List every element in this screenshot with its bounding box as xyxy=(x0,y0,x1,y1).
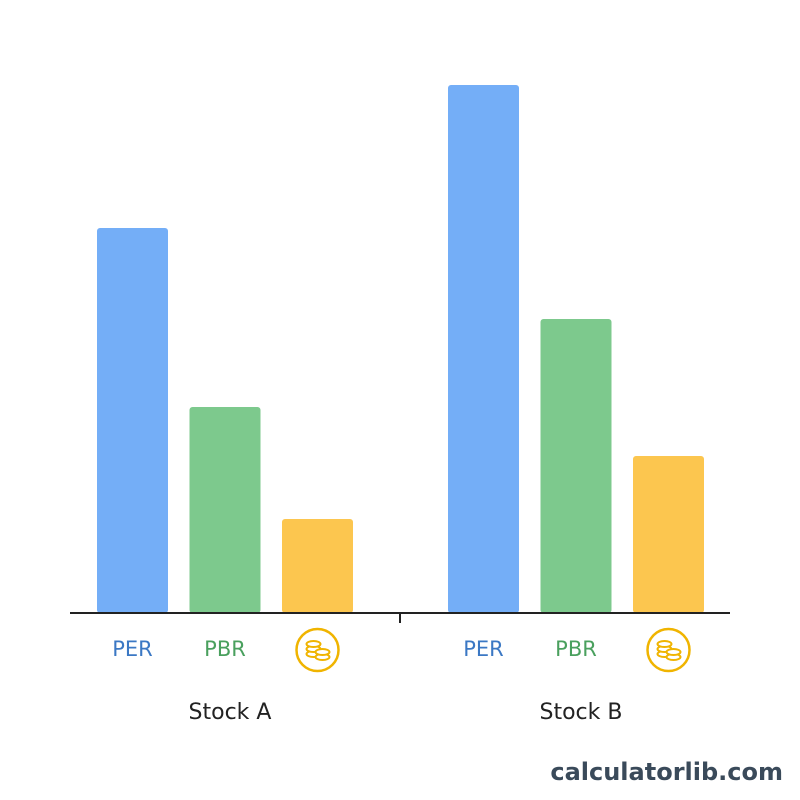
coin-disc xyxy=(665,648,682,656)
series-label: PBR xyxy=(204,637,246,661)
x-tick-label: Stock B xyxy=(540,700,623,725)
series-label: PER xyxy=(463,637,504,661)
bar xyxy=(282,519,353,613)
coin-disc xyxy=(314,648,331,656)
coin-icon xyxy=(646,627,691,673)
bar xyxy=(189,407,261,613)
watermark: calculatorlib.com xyxy=(550,758,783,786)
coin-ring xyxy=(295,627,340,673)
coin-disc xyxy=(656,640,673,648)
series-label: PBR xyxy=(555,637,597,661)
x-tick-label: Stock A xyxy=(189,700,272,725)
coin-icon xyxy=(295,627,340,673)
coin-disc xyxy=(305,640,322,648)
bar xyxy=(633,456,704,613)
bar xyxy=(448,85,519,613)
bar xyxy=(97,228,168,613)
bar xyxy=(540,319,612,613)
series-label: PER xyxy=(112,637,153,661)
coin-ring xyxy=(646,627,691,673)
